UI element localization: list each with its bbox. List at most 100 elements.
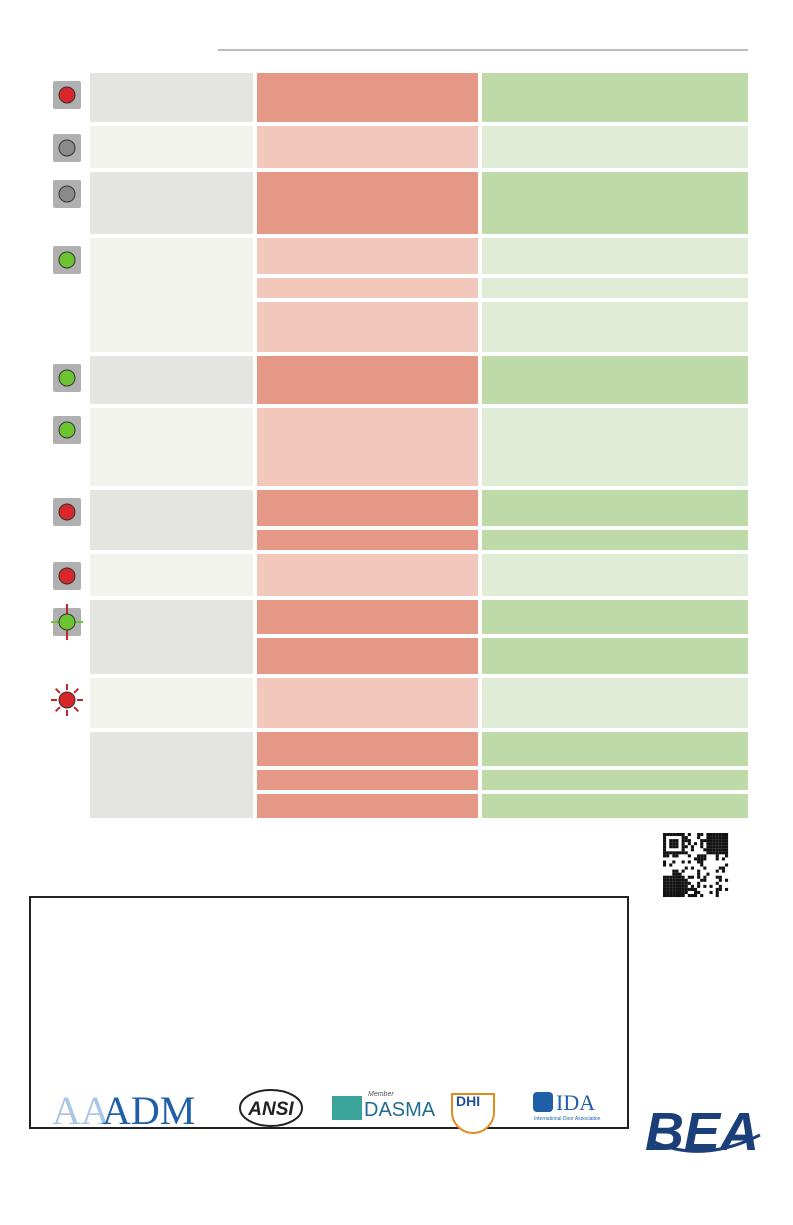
qr-module: [715, 869, 719, 873]
qr-module: [697, 890, 701, 894]
qr-module: [703, 875, 707, 879]
qr-module: [700, 833, 704, 837]
qr-module: [663, 878, 667, 882]
table-cell: [90, 408, 253, 486]
qr-module: [697, 860, 701, 864]
qr-module: [666, 833, 670, 837]
qr-module: [678, 884, 682, 888]
qr-module: [666, 887, 670, 891]
qr-module: [681, 833, 685, 837]
qr-module: [681, 860, 685, 864]
qr-module: [678, 872, 682, 876]
qr-module: [694, 890, 698, 894]
led: [58, 369, 76, 387]
logo-aaa: AA: [52, 1088, 110, 1133]
qr-module: [666, 878, 670, 882]
table-cell: [482, 238, 748, 274]
table-cell: [482, 554, 748, 596]
qr-module: [712, 833, 716, 837]
table-cell: [257, 73, 478, 122]
qr-module: [681, 881, 685, 885]
qr-module: [718, 884, 722, 888]
qr-module: [666, 890, 670, 894]
logo-aaadm: AA ADM: [52, 1088, 195, 1133]
table-cell: [482, 278, 748, 298]
qr-module: [725, 854, 729, 858]
led-ray: [54, 706, 61, 713]
qr-module: [663, 875, 667, 879]
qr-module: [712, 851, 716, 855]
qr-module: [725, 848, 729, 852]
table-cell: [90, 600, 253, 674]
qr-module: [721, 866, 725, 870]
qr-module: [697, 881, 701, 885]
table-cell: [482, 356, 748, 404]
led-icons: [51, 81, 83, 716]
logo-text: IDA: [556, 1090, 595, 1115]
qr-module: [725, 842, 729, 846]
qr-module: [706, 848, 710, 852]
qr-module: [712, 845, 716, 849]
qr-module: [718, 875, 722, 879]
qr-module: [663, 887, 667, 891]
qr-module: [721, 857, 725, 861]
qr-module: [725, 851, 729, 855]
table-cell: [90, 554, 253, 596]
table-cell: [482, 600, 748, 634]
qr-module: [721, 839, 725, 843]
qr-module: [718, 848, 722, 852]
qr-module: [678, 881, 682, 885]
qr-module: [675, 854, 679, 858]
qr-module: [672, 881, 676, 885]
table-cell: [90, 126, 253, 168]
qr-module: [672, 872, 676, 876]
notice-box: [29, 896, 629, 1129]
led: [58, 613, 76, 631]
qr-module: [718, 878, 722, 882]
logo-text: DASMA: [364, 1099, 436, 1121]
qr-module: [681, 845, 685, 849]
qr-module: [684, 866, 688, 870]
qr-module: [687, 860, 691, 864]
qr-module: [681, 875, 685, 879]
qr-module: [663, 894, 667, 898]
qr-module: [663, 881, 667, 885]
qr-module: [690, 875, 694, 879]
qr-module: [678, 894, 682, 898]
qr-module: [687, 842, 691, 846]
qr-module: [709, 833, 713, 837]
qr-module: [663, 854, 667, 858]
table-cell: [90, 732, 253, 818]
table-cell: [257, 530, 478, 550]
qr-module: [703, 878, 707, 882]
table-cell: [257, 554, 478, 596]
logo-ring: [239, 1089, 303, 1127]
qr-module: [663, 884, 667, 888]
qr-module: [703, 866, 707, 870]
qr-module: [672, 833, 676, 837]
table-cell: [482, 638, 748, 674]
qr-module: [669, 894, 673, 898]
qr-module: [715, 875, 719, 879]
qr-module: [725, 863, 729, 867]
table-cell: [482, 732, 748, 766]
qr-module: [672, 851, 676, 855]
logo-text: International Door Association: [534, 1116, 601, 1122]
table-cell: [90, 73, 253, 122]
table-cell: [482, 490, 748, 526]
led: [58, 251, 76, 269]
qr-module: [675, 872, 679, 876]
qr-module: [712, 839, 716, 843]
qr-module: [709, 839, 713, 843]
qr-module: [721, 842, 725, 846]
led: [58, 691, 76, 709]
qr-module: [663, 848, 667, 852]
qr-module: [675, 894, 679, 898]
logo-mark: [533, 1092, 553, 1112]
qr-module: [721, 845, 725, 849]
qr-module: [678, 887, 682, 891]
table-cell: [257, 238, 478, 274]
qr-module: [663, 860, 667, 864]
qr-module: [669, 863, 673, 867]
qr-module: [669, 875, 673, 879]
